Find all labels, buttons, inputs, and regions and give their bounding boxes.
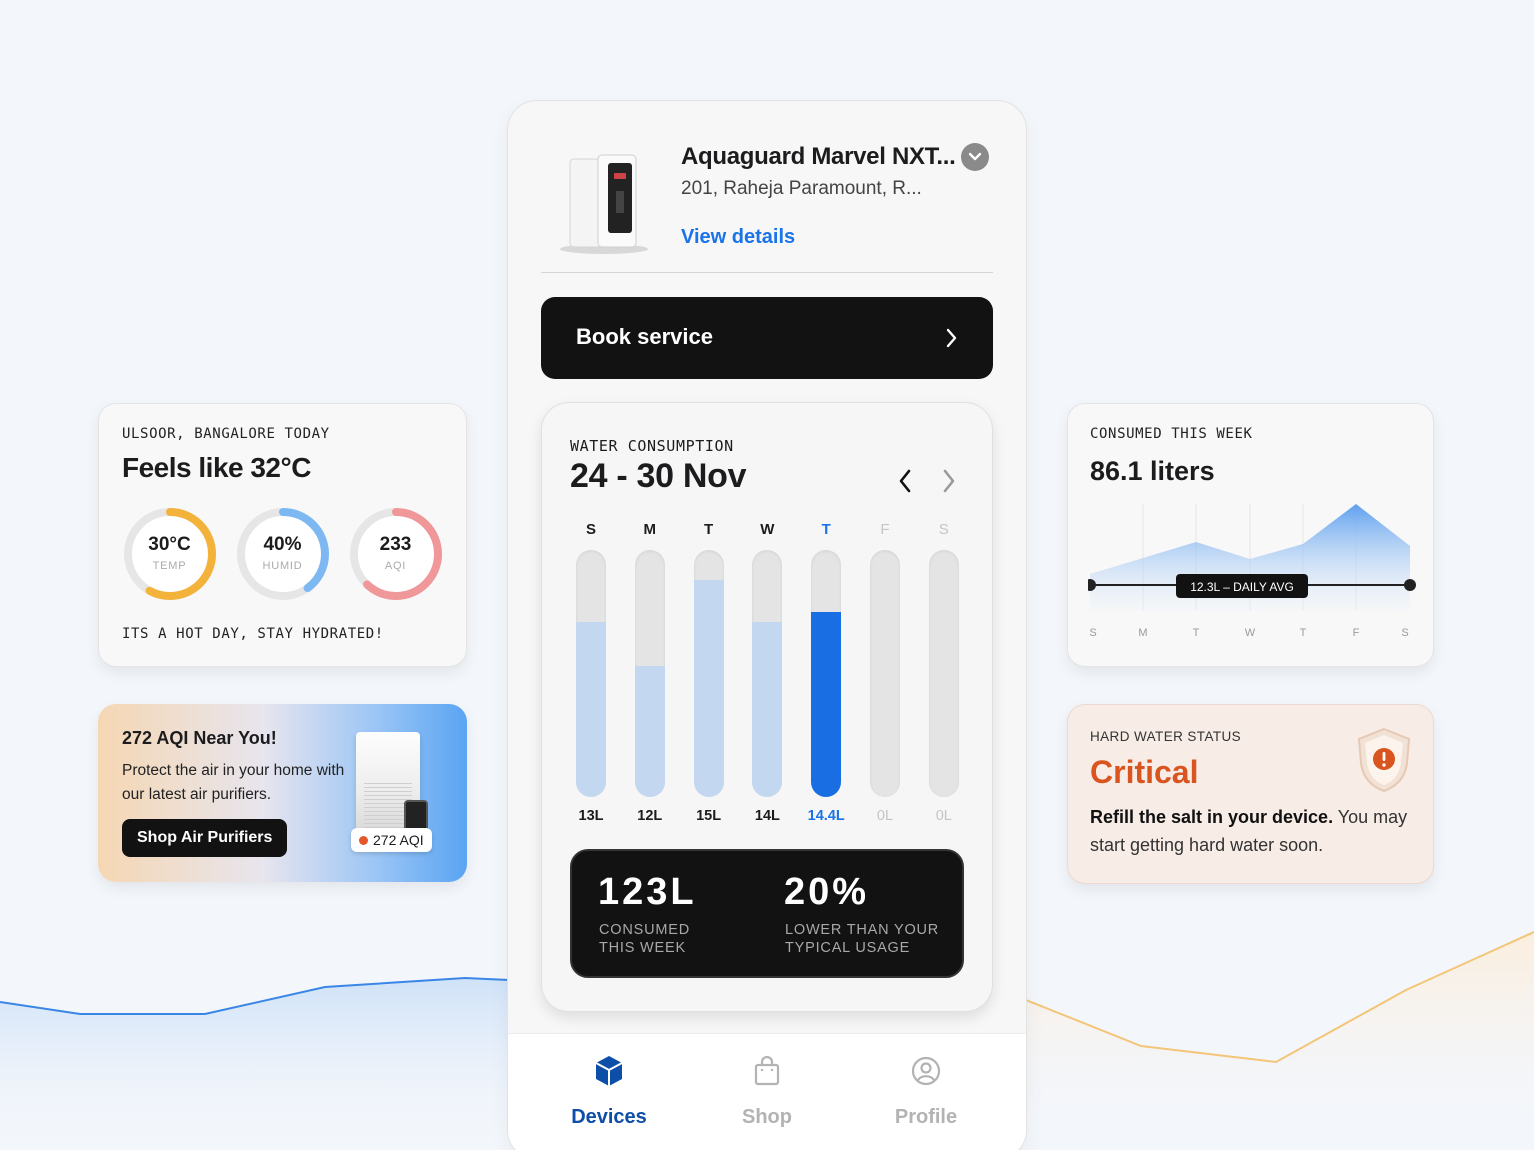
chevron-down-icon	[968, 152, 982, 161]
consumption-bar[interactable]	[693, 550, 724, 797]
shield-alert-icon	[1357, 727, 1411, 793]
bottom-tab-bar: Devices Shop Profile	[508, 1033, 1026, 1150]
day-label: M	[643, 521, 657, 538]
consumption-bar[interactable]	[928, 550, 959, 797]
aqi-badge: 272 AQI	[351, 828, 432, 852]
promo-description: Protect the air in your home with our la…	[122, 762, 345, 803]
temperature-label: TEMP	[152, 560, 187, 572]
day-label: F	[880, 521, 890, 538]
week-day-label: T	[1193, 627, 1200, 639]
tab-devices-label: Devices	[571, 1106, 647, 1128]
air-purifier-promo-card[interactable]: 272 AQI Near You! Protect the air in you…	[98, 704, 467, 882]
consumption-label: WATER CONSUMPTION	[570, 437, 734, 455]
hard-water-status: Critical	[1090, 754, 1199, 790]
week-day-label: S	[1089, 627, 1096, 639]
consumption-bar-fill	[811, 611, 842, 797]
day-amount: 13L	[578, 808, 604, 824]
day-label: S	[938, 521, 949, 538]
chevron-right-icon	[946, 328, 957, 348]
consumption-bar-fill	[693, 579, 724, 797]
week-day-label: T	[1300, 627, 1307, 639]
previous-week-chevron-icon[interactable]	[898, 469, 912, 493]
weather-location: ULSOOR, BANGALORE TODAY	[122, 426, 330, 442]
humidity-value: 40%	[263, 534, 302, 555]
weekly-summary-panel: 123L CONSUMED THIS WEEK 20% LOWER THAN Y…	[570, 849, 964, 978]
consumption-bar-fill	[576, 621, 606, 797]
next-week-chevron-icon[interactable]	[942, 469, 956, 493]
day-label: T	[704, 521, 714, 538]
week-day-label: F	[1353, 627, 1360, 639]
shopping-bag-icon	[754, 1056, 780, 1086]
water-consumption-card: WATER CONSUMPTION 24 - 30 Nov S 13L M 12L T 1…	[541, 402, 993, 1012]
tab-shop[interactable]: Shop	[707, 1054, 827, 1129]
consumption-bar-fill	[752, 621, 783, 797]
device-dropdown-button[interactable]	[961, 143, 989, 171]
consumption-bar-fill	[634, 666, 665, 797]
hard-water-label: HARD WATER STATUS	[1090, 729, 1242, 744]
divider	[541, 272, 993, 273]
week-day-label: W	[1245, 627, 1256, 639]
week-total: 86.1 liters	[1090, 456, 1215, 486]
device-address: 201, Raheja Paramount, R...	[681, 178, 922, 199]
temperature-ring: 30°C TEMP	[122, 506, 217, 602]
aqi-label: AQI	[384, 560, 407, 572]
day-label: W	[760, 521, 775, 538]
week-day-label: S	[1401, 627, 1408, 639]
temperature-value: 30°C	[148, 534, 191, 555]
humidity-ring: 40% HUMID	[235, 506, 330, 602]
lower-usage-label: LOWER THAN YOUR TYPICAL USAGE	[785, 922, 940, 956]
tab-profile-label: Profile	[894, 1106, 958, 1128]
tab-shop-label: Shop	[742, 1106, 792, 1128]
phone-screen: Aquaguard Marvel NXT... 201, Raheja Para…	[507, 100, 1027, 1150]
consumed-label: CONSUMED THIS WEEK	[599, 922, 690, 956]
weather-footer: ITS A HOT DAY, STAY HYDRATED!	[122, 626, 384, 642]
weather-card: ULSOOR, BANGALORE TODAY Feels like 32°C …	[98, 403, 467, 667]
background-chart-left	[0, 976, 510, 1150]
day-amount: 14.4L	[807, 808, 845, 824]
device-name: Aquaguard Marvel NXT...	[681, 143, 956, 170]
daily-average-label: 12.3L – DAILY AVG	[1190, 580, 1294, 594]
consumption-date-range: 24 - 30 Nov	[570, 457, 747, 495]
day-label: T	[821, 521, 831, 538]
week-label: CONSUMED THIS WEEK	[1090, 426, 1253, 442]
day-amount: 0L	[935, 808, 952, 824]
consumption-bar[interactable]	[870, 550, 900, 797]
book-service-label: Book service	[576, 324, 713, 349]
lower-percentage-value: 20%	[784, 871, 870, 913]
aqi-dot-icon	[359, 836, 368, 845]
aqi-ring: 233 AQI	[348, 506, 443, 602]
consumed-value: 123L	[598, 871, 697, 913]
day-amount: 0L	[876, 808, 894, 824]
consumption-bar[interactable]	[811, 550, 842, 797]
shop-air-purifiers-button[interactable]: Shop Air Purifiers	[122, 819, 288, 857]
consumption-bar[interactable]	[752, 550, 783, 797]
day-amount: 15L	[696, 808, 722, 824]
consumption-bar[interactable]	[576, 550, 606, 797]
humidity-label: HUMID	[262, 560, 303, 572]
view-details-link[interactable]: View details	[681, 226, 796, 248]
water-purifier-image	[560, 154, 648, 254]
day-amount: 12L	[637, 808, 663, 824]
cube-icon	[595, 1056, 623, 1086]
consumed-this-week-card: CONSUMED THIS WEEK 86.1 liters 12.3L – D…	[1067, 403, 1434, 667]
weekly-area-chart: 12.3L – DAILY AVG S M T W T F S	[1088, 504, 1416, 639]
consumption-bar[interactable]	[634, 550, 665, 797]
day-label: S	[585, 521, 596, 538]
promo-title: 272 AQI Near You!	[122, 728, 277, 748]
week-day-label: M	[1138, 627, 1147, 639]
hard-water-status-card: HARD WATER STATUS Critical Refill the sa…	[1067, 704, 1434, 884]
tab-profile[interactable]: Profile	[866, 1054, 986, 1129]
aqi-value: 233	[379, 534, 412, 555]
user-icon	[911, 1056, 941, 1086]
hard-water-description: Refill the salt in your device. You may …	[1090, 807, 1408, 855]
feels-like-title: Feels like 32°C	[122, 452, 311, 483]
book-service-button[interactable]: Book service	[541, 297, 993, 379]
tab-devices[interactable]: Devices	[549, 1054, 669, 1129]
day-amount: 14L	[754, 808, 780, 824]
aqi-badge-text: 272 AQI	[373, 832, 424, 848]
background-chart-right	[1026, 931, 1534, 1150]
